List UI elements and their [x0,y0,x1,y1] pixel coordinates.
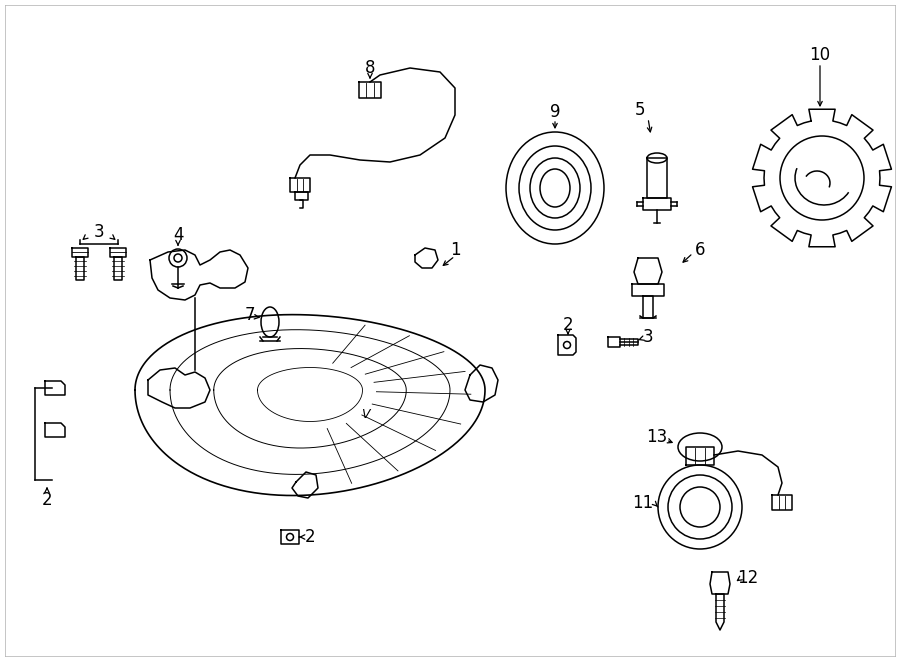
Text: 2: 2 [562,316,573,334]
Text: 3: 3 [94,223,104,241]
Text: V: V [361,408,369,422]
Text: 3: 3 [643,328,653,346]
Text: 8: 8 [364,59,375,77]
Text: 9: 9 [550,103,560,121]
Text: 7: 7 [245,306,256,324]
Text: 2: 2 [305,528,315,546]
Text: 5: 5 [634,101,645,119]
Text: 4: 4 [173,226,184,244]
Text: 12: 12 [737,569,759,587]
Text: 11: 11 [633,494,653,512]
Text: 10: 10 [809,46,831,64]
Text: 2: 2 [41,491,52,509]
Text: 1: 1 [450,241,460,259]
Text: 6: 6 [695,241,706,259]
Text: 13: 13 [646,428,668,446]
